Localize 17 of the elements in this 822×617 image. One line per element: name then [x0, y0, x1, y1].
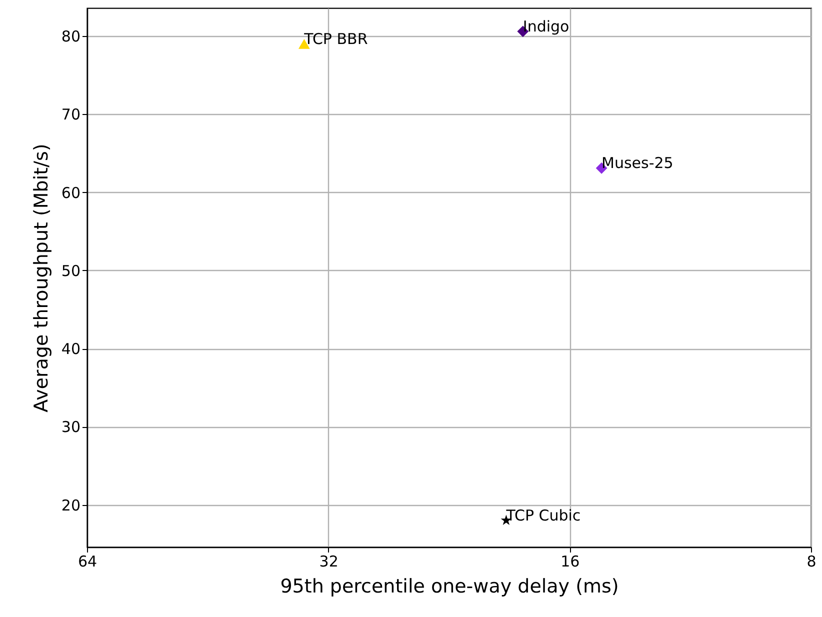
x-tick-label: 16 [560, 552, 580, 570]
y-tick-label: 70 [61, 106, 80, 124]
y-tick-label: 80 [61, 28, 80, 46]
x-axis-title: 95th percentile one-way delay (ms) [280, 576, 619, 598]
x-tick-label: 64 [78, 552, 98, 570]
x-tick-label: 32 [319, 552, 338, 570]
y-tick-label: 40 [61, 340, 80, 358]
series-label: TCP BBR [303, 30, 368, 48]
y-tick-label: 60 [61, 184, 80, 202]
y-tick-label: 30 [61, 418, 80, 436]
x-tick-label: 8 [806, 552, 816, 570]
series-label: Indigo [522, 17, 570, 36]
series-label: TCP Cubic [505, 506, 581, 524]
y-tick-label: 20 [61, 496, 80, 514]
series-label: Muses-25 [602, 154, 674, 172]
y-tick-label: 50 [61, 262, 80, 280]
y-axis-title: Average throughput (Mbit/s) [30, 144, 52, 412]
